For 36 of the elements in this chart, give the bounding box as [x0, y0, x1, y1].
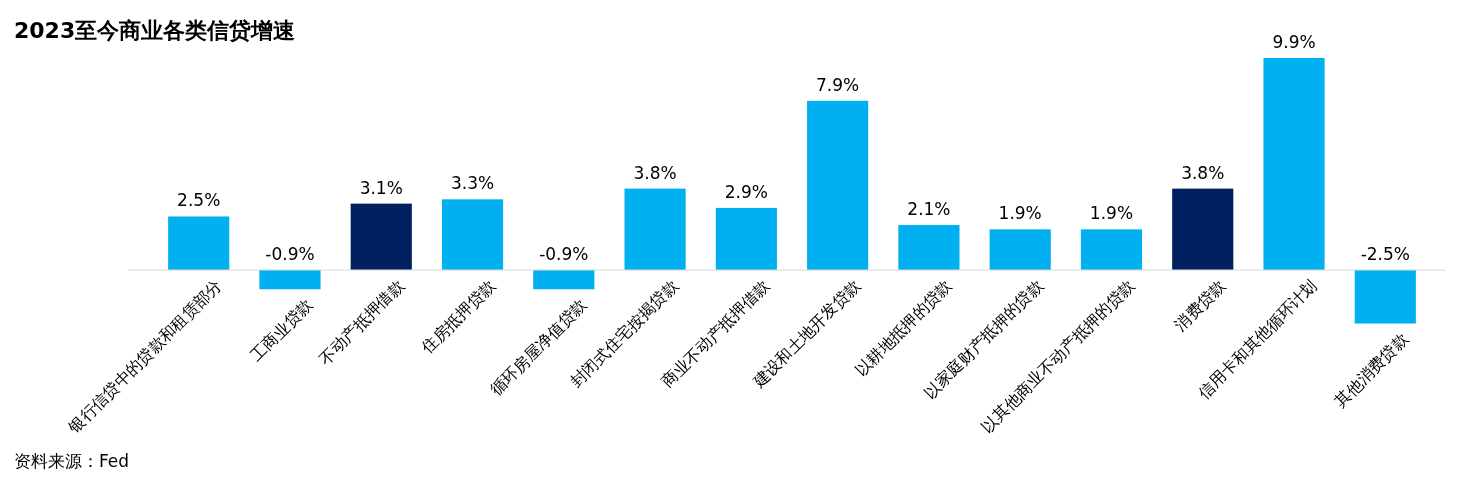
- data-label: 2.9%: [724, 181, 768, 202]
- data-label: 3.3%: [450, 173, 495, 194]
- data-label: 1.9%: [1089, 203, 1134, 224]
- bar: [1172, 188, 1234, 270]
- bar: [1080, 229, 1143, 270]
- bar: [259, 270, 321, 290]
- x-tick-label: 银行信贷中的贷款和租赁部分: [64, 275, 226, 438]
- data-label: -2.5%: [1360, 244, 1410, 264]
- bar: [898, 225, 960, 270]
- x-tick-label: 消费贷款: [1170, 275, 1230, 335]
- data-label: 3.1%: [359, 177, 403, 198]
- data-label: -0.9%: [265, 244, 315, 264]
- bar: [1263, 58, 1325, 270]
- bar: [350, 203, 412, 270]
- data-label: 9.9%: [1272, 32, 1316, 52]
- bar: [1354, 270, 1416, 324]
- x-tick-label: 住房抵押贷款: [417, 275, 500, 358]
- data-label: 3.8%: [633, 162, 677, 183]
- data-label: 7.9%: [816, 74, 860, 95]
- bar: [989, 229, 1051, 270]
- data-label: 2.5%: [177, 190, 221, 211]
- chart-title: 2023至今商业各类信贷增速: [14, 18, 296, 43]
- x-tick-label: 其他消费贷款: [1330, 329, 1412, 411]
- bar: [168, 216, 230, 270]
- data-label: -0.9%: [539, 244, 589, 264]
- bar: [807, 100, 869, 270]
- x-tick-label: 工商业贷款: [246, 295, 317, 366]
- bar: [715, 207, 777, 270]
- data-label: 3.8%: [1181, 162, 1225, 183]
- bar: [624, 188, 686, 270]
- x-tick-label: 不动产抵押借款: [315, 275, 408, 369]
- bar: [533, 270, 595, 290]
- data-label: 2.1%: [907, 199, 951, 220]
- data-label: 1.9%: [998, 203, 1042, 224]
- text: 资料来源：Fed: [14, 451, 130, 471]
- bar: [441, 199, 504, 270]
